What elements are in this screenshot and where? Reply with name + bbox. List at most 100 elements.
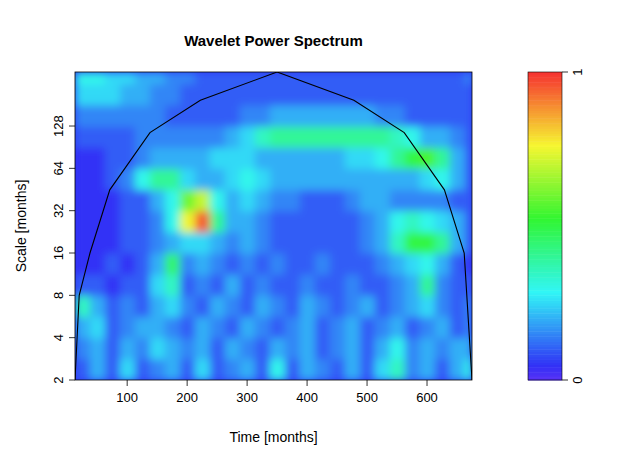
cell: [165, 295, 181, 317]
cell: [135, 211, 151, 233]
cell: [255, 359, 271, 380]
cell: [255, 105, 271, 127]
cell: [135, 72, 151, 84]
cell: [390, 253, 406, 275]
cell: [345, 338, 361, 360]
cell: [420, 359, 436, 380]
x-tick: [187, 380, 188, 386]
x-tick-label: 600: [416, 390, 438, 405]
cell: [375, 316, 391, 338]
cell: [180, 316, 196, 338]
cell: [135, 338, 151, 360]
cell: [90, 253, 106, 275]
cell: [315, 126, 331, 148]
cell: [375, 295, 391, 317]
cell: [285, 168, 301, 190]
cell: [180, 211, 196, 233]
cell: [120, 211, 136, 233]
cell: [360, 211, 376, 233]
cell: [135, 274, 151, 296]
cell: [330, 105, 346, 127]
cell: [90, 126, 106, 148]
cell: [405, 316, 421, 338]
x-tick-label: 100: [116, 390, 138, 405]
cell: [225, 126, 241, 148]
cell: [465, 168, 472, 190]
cell: [300, 253, 316, 275]
cell: [360, 126, 376, 148]
cell: [105, 232, 121, 254]
cell: [105, 84, 121, 106]
cell: [270, 253, 286, 275]
cell: [120, 105, 136, 127]
cell: [75, 295, 91, 317]
cell: [135, 232, 151, 254]
cell: [390, 72, 406, 84]
cell: [270, 232, 286, 254]
cell: [330, 232, 346, 254]
cell: [210, 211, 226, 233]
cell: [390, 147, 406, 169]
cell: [255, 84, 271, 106]
cell: [90, 72, 106, 84]
x-tick: [367, 380, 368, 386]
cell: [285, 105, 301, 127]
cell: [435, 295, 451, 317]
cell: [405, 211, 421, 233]
cell: [165, 72, 181, 84]
cell: [225, 253, 241, 275]
cell: [105, 295, 121, 317]
cell: [315, 253, 331, 275]
cell: [210, 253, 226, 275]
cell: [180, 338, 196, 360]
cell: [150, 316, 166, 338]
cell: [315, 72, 331, 84]
cell: [315, 232, 331, 254]
cell: [255, 232, 271, 254]
cell: [255, 126, 271, 148]
cell: [195, 189, 211, 211]
cell: [420, 189, 436, 211]
cell: [180, 126, 196, 148]
cell: [165, 359, 181, 380]
cell: [150, 232, 166, 254]
cell: [465, 147, 472, 169]
cells: [75, 72, 472, 380]
cell: [360, 72, 376, 84]
plot-background: [75, 72, 472, 380]
cell: [165, 126, 181, 148]
cell: [90, 189, 106, 211]
cell: [315, 359, 331, 380]
cell: [165, 253, 181, 275]
cell: [210, 84, 226, 106]
cell: [465, 211, 472, 233]
cell: [300, 338, 316, 360]
cell: [75, 84, 91, 106]
cell: [345, 359, 361, 380]
cell: [405, 359, 421, 380]
cell: [165, 84, 181, 106]
cell: [330, 316, 346, 338]
cell: [405, 105, 421, 127]
cell: [195, 72, 211, 84]
cell: [255, 211, 271, 233]
cell: [360, 295, 376, 317]
cell: [120, 338, 136, 360]
cell: [405, 274, 421, 296]
cell: [210, 295, 226, 317]
cell: [195, 359, 211, 380]
cell: [315, 338, 331, 360]
cell: [210, 126, 226, 148]
cell: [225, 84, 241, 106]
colorbar-tick-label: 1: [570, 68, 585, 75]
cell: [210, 338, 226, 360]
cell: [240, 168, 256, 190]
cell: [405, 147, 421, 169]
cell: [345, 189, 361, 211]
cell: [330, 359, 346, 380]
cell: [390, 126, 406, 148]
cell: [300, 232, 316, 254]
cell: [270, 168, 286, 190]
cell: [300, 211, 316, 233]
y-tick-label: 16: [51, 246, 66, 260]
